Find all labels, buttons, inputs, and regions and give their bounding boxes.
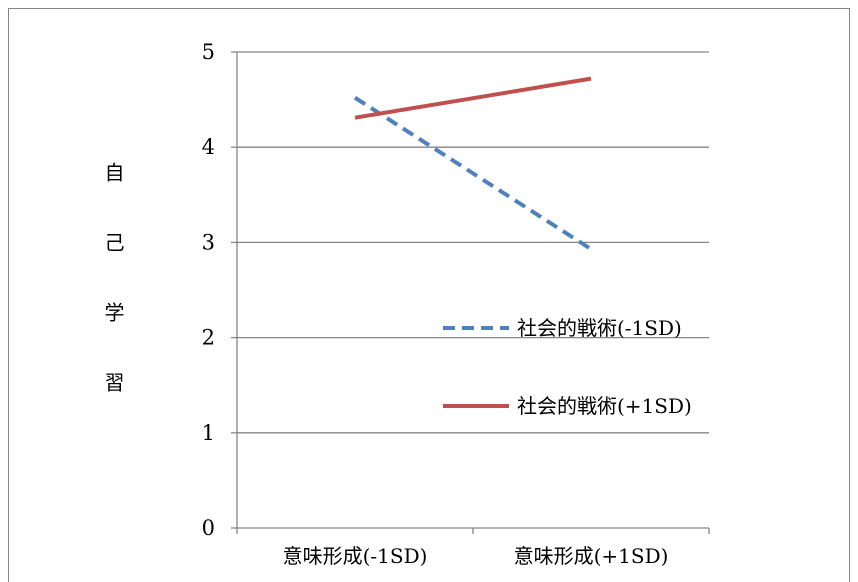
legend-label: 社会的戦術(+1SD)	[517, 394, 692, 418]
chart-frame	[8, 8, 850, 582]
x-category-label: 意味形成(+1SD)	[514, 544, 669, 568]
y-tick-label: 3	[202, 230, 215, 254]
legend-label: 社会的戦術(-1SD)	[517, 316, 682, 340]
y-tick-label: 0	[202, 516, 215, 540]
y-axis-label: 自己学習	[101, 162, 125, 442]
series-line-0	[353, 96, 593, 251]
y-tick-label: 5	[202, 40, 215, 64]
y-tick-label: 2	[202, 326, 215, 350]
y-tick-label: 1	[202, 421, 215, 445]
y-tick-label: 4	[202, 135, 215, 159]
x-category-label: 意味形成(-1SD)	[283, 544, 428, 568]
series-line-1	[354, 76, 592, 120]
